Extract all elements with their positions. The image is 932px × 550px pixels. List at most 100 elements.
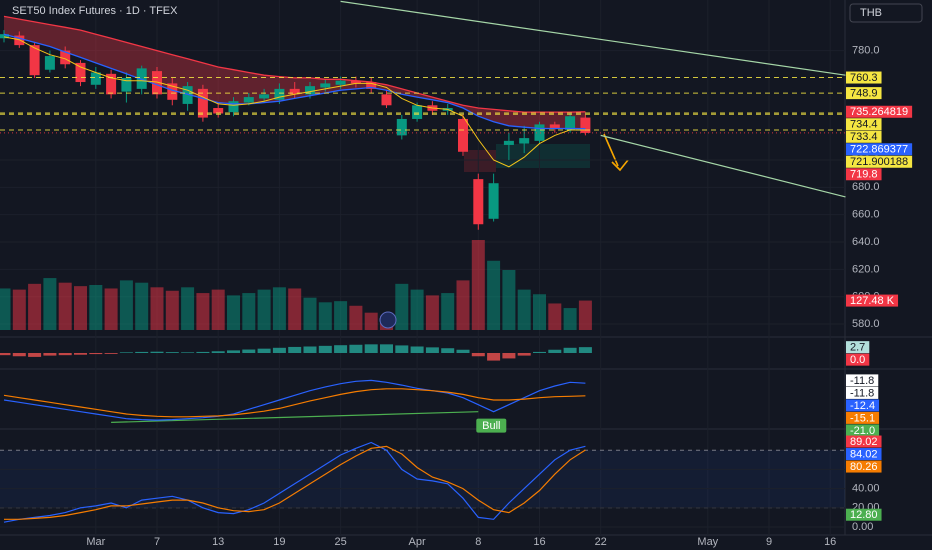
price-label: -12.4 <box>850 400 875 412</box>
oscillator-line <box>3 388 586 418</box>
candle-body <box>580 117 591 133</box>
volume-bar <box>135 282 149 330</box>
price-label-bg <box>846 386 879 399</box>
volume-bar <box>303 297 317 330</box>
volume-bar <box>58 282 72 330</box>
price-label-bg <box>846 399 880 412</box>
candle-body <box>167 83 178 100</box>
candle-body <box>60 50 71 65</box>
histogram-bar <box>425 347 439 353</box>
price-label: 733.4 <box>850 131 878 143</box>
price-label: 722.869377 <box>850 144 908 156</box>
price-label: 12.80 <box>850 509 878 521</box>
volume-bar <box>242 293 256 330</box>
price-label-bg <box>846 130 882 143</box>
price-label-bg <box>846 374 879 387</box>
price-label: -11.8 <box>850 375 874 387</box>
x-tick-label: 7 <box>154 536 160 548</box>
histogram-bar <box>165 352 179 353</box>
histogram-bar <box>502 353 516 359</box>
volume-bar <box>563 308 577 330</box>
histogram-bar <box>349 344 363 353</box>
price-label: 719.8 <box>850 169 878 181</box>
volume-bar <box>257 289 271 330</box>
price-label-bg <box>846 448 882 461</box>
candle-body <box>565 116 576 130</box>
candle-body <box>14 35 25 46</box>
histogram-bar <box>181 352 195 353</box>
candle-body <box>350 80 361 84</box>
candle-body <box>534 124 545 141</box>
histogram-bar <box>43 353 57 356</box>
candle-body <box>396 118 407 136</box>
price-label: 80.26 <box>850 461 878 473</box>
histogram-bar <box>441 348 455 353</box>
histogram-bar <box>227 350 240 353</box>
candle-body <box>228 101 239 113</box>
candle-body <box>503 140 514 145</box>
currency-button[interactable] <box>849 3 923 23</box>
x-tick-label: 9 <box>766 536 772 548</box>
volume-icon[interactable] <box>379 311 397 329</box>
histogram-bar <box>563 347 577 353</box>
histogram-bar <box>242 349 256 353</box>
candle-body <box>305 86 315 95</box>
zone-box <box>496 144 590 168</box>
volume-bar <box>119 280 133 330</box>
candle-body <box>289 88 300 95</box>
volume-bar <box>227 295 240 330</box>
trend-line <box>111 411 479 423</box>
band <box>0 450 845 508</box>
price-label: 748.9 <box>850 88 878 100</box>
volume-label-bg <box>846 294 899 307</box>
volume-bar <box>502 270 516 330</box>
volume-bar <box>548 303 562 330</box>
annotation-bg <box>476 418 507 433</box>
volume-bar <box>43 278 57 330</box>
moving-average <box>3 15 586 113</box>
volume-bar <box>349 305 363 330</box>
volume-bar <box>150 287 164 330</box>
volume-bar <box>211 289 225 330</box>
volume-bar <box>533 294 546 330</box>
candle-body <box>412 105 423 119</box>
volume-bar <box>0 288 11 330</box>
x-tick-label: 8 <box>475 536 481 548</box>
histogram-bar <box>150 351 164 353</box>
histogram-bar <box>471 353 485 357</box>
histogram-bar <box>548 349 562 353</box>
y-tick-label: 580.0 <box>852 318 880 330</box>
chart-title: SET50 Index Futures · 1D · TFEX <box>12 5 178 17</box>
volume-label: 127.48 K <box>850 295 895 307</box>
volume-bar <box>181 287 195 330</box>
histogram-bar <box>89 353 103 355</box>
volume-bar <box>517 289 531 330</box>
price-label-bg <box>846 508 882 521</box>
volume-bar <box>104 288 118 330</box>
candle-body <box>152 71 162 95</box>
candle-body <box>182 86 193 104</box>
stochastic-line <box>3 441 586 523</box>
moving-average <box>3 33 586 130</box>
price-label-bg <box>846 143 913 156</box>
candle-body <box>243 97 254 103</box>
histogram-bar <box>410 346 424 353</box>
price-label-bg <box>846 87 882 100</box>
candle-body <box>381 94 392 106</box>
y-tick-label: 780.0 <box>852 44 880 56</box>
price-label-bg <box>846 424 880 437</box>
histogram-bar <box>0 353 11 356</box>
price-label: 734.4 <box>850 119 878 131</box>
y-tick-label: 660.0 <box>852 209 880 221</box>
candle-body <box>75 62 86 83</box>
histogram-bar <box>456 349 470 353</box>
x-tick-label: May <box>697 536 718 548</box>
price-label: 721.900188 <box>850 156 908 168</box>
histogram-bar <box>211 351 225 353</box>
histogram-bar <box>257 348 271 353</box>
price-label: 89.02 <box>850 436 878 448</box>
candle-body <box>458 118 468 152</box>
moving-average <box>3 36 586 168</box>
histogram-bar <box>303 346 317 353</box>
histogram-bar <box>380 344 393 353</box>
